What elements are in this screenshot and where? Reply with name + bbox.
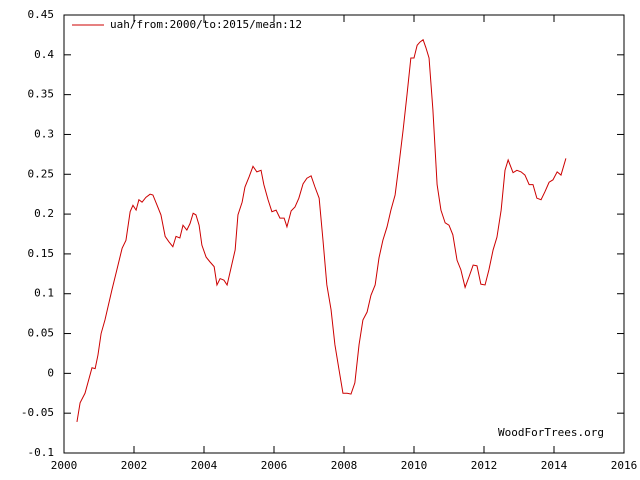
x-tick-label: 2014 [541,459,568,472]
y-tick-label: 0.25 [28,167,55,180]
y-tick-label: 0.15 [28,247,55,260]
line-series [76,38,567,423]
x-tick-label: 2012 [471,459,498,472]
watermark: WoodForTrees.org [498,426,604,439]
x-tick-label: 2002 [121,459,148,472]
y-tick-label: 0.45 [28,8,55,21]
y-tick-label: 0 [47,366,54,379]
x-tick-label: 2008 [331,459,358,472]
x-tick-label: 2006 [261,459,288,472]
y-tick-label: 0.4 [34,48,54,61]
x-tick-label: 2016 [611,459,638,472]
x-tick-label: 2010 [401,459,428,472]
y-tick-label: 0.1 [34,287,54,300]
y-tick-label: 0.2 [34,207,54,220]
legend-label: uah/from:2000/to:2015/mean:12 [110,18,302,31]
y-tick-label: -0.05 [21,406,54,419]
plot-frame [63,14,625,454]
x-tick-label: 2000 [51,459,78,472]
y-tick-label: -0.1 [28,446,55,459]
y-tick-label: 0.05 [28,327,55,340]
x-tick-label: 2004 [191,459,218,472]
y-tick-label: 0.3 [34,127,54,140]
y-tick-label: 0.35 [28,88,55,101]
